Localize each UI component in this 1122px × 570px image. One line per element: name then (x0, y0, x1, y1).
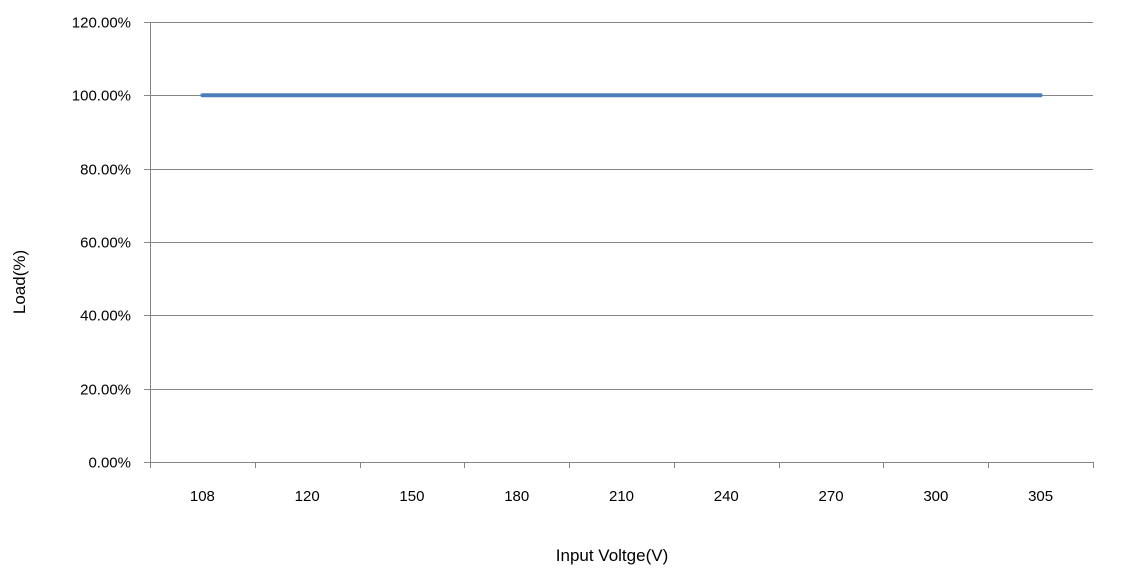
y-tick-label: 40.00% (80, 308, 131, 325)
x-tick-label: 120 (295, 488, 320, 505)
x-tick-label: 108 (190, 488, 215, 505)
x-tick-label: 305 (1028, 488, 1053, 505)
gridlines (150, 22, 1093, 390)
y-tick-labels: 0.00% 20.00% 40.00% 60.00% 80.00% 100.00% 120.… (72, 15, 131, 472)
y-tick-label: 120.00% (72, 15, 131, 32)
axes (144, 22, 1094, 468)
x-axis-title: Input Voltge(V) (556, 546, 668, 565)
x-tick-label: 180 (504, 488, 529, 505)
x-tick-label: 210 (609, 488, 634, 505)
y-axis-title: Load(%) (10, 250, 29, 314)
y-tick-label: 80.00% (80, 162, 131, 179)
y-tick-label: 20.00% (80, 382, 131, 399)
x-tick-label: 240 (714, 488, 739, 505)
x-tick-labels: 108 120 150 180 210 240 270 300 305 (190, 488, 1053, 505)
y-tick-label: 60.00% (80, 235, 131, 252)
y-tick-label: 100.00% (72, 88, 131, 105)
x-tick-label: 300 (923, 488, 948, 505)
x-tick-label: 150 (399, 488, 424, 505)
x-tick-label: 270 (819, 488, 844, 505)
y-tick-label: 0.00% (88, 455, 131, 472)
